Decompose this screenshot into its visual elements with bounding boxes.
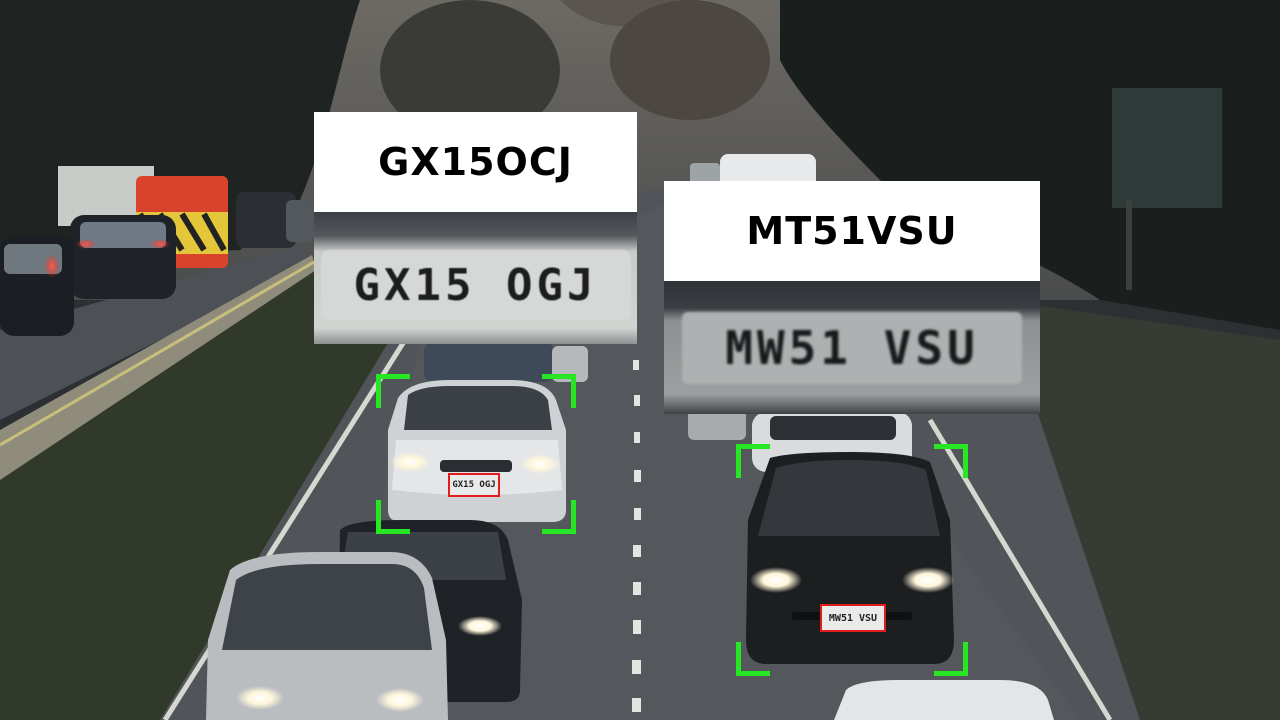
license-plate-text: GX15 OGJ [452, 480, 496, 490]
bbox-corner-top-right [934, 444, 968, 478]
recognized-plate-text: GX15OCJ [378, 140, 573, 184]
plate-readout-panel-2: MT51VSU MW51 VSU [664, 181, 1040, 414]
plate-crop-text: GX15 OGJ [320, 250, 631, 320]
recognized-plate-label: MT51VSU [664, 181, 1040, 281]
bbox-corner-bottom-right [542, 500, 576, 534]
license-plate-box: GX15 OGJ [448, 473, 500, 497]
bbox-corner-top-left [736, 444, 770, 478]
bbox-corner-top-left [376, 374, 410, 408]
plate-crop-image: MW51 VSU [664, 281, 1040, 414]
license-plate-box: MW51 VSU [820, 604, 886, 632]
bbox-corner-bottom-right [934, 642, 968, 676]
bbox-corner-top-right [542, 374, 576, 408]
plate-crop-text: MW51 VSU [682, 311, 1022, 384]
plate-crop-image: GX15 OGJ [314, 212, 637, 344]
license-plate-text: MW51 VSU [828, 612, 878, 624]
recognized-plate-label: GX15OCJ [314, 112, 637, 212]
bbox-corner-bottom-left [736, 642, 770, 676]
recognized-plate-text: MT51VSU [746, 209, 958, 253]
bbox-corner-bottom-left [376, 500, 410, 534]
plate-readout-panel-1: GX15OCJ GX15 OGJ [314, 112, 637, 344]
